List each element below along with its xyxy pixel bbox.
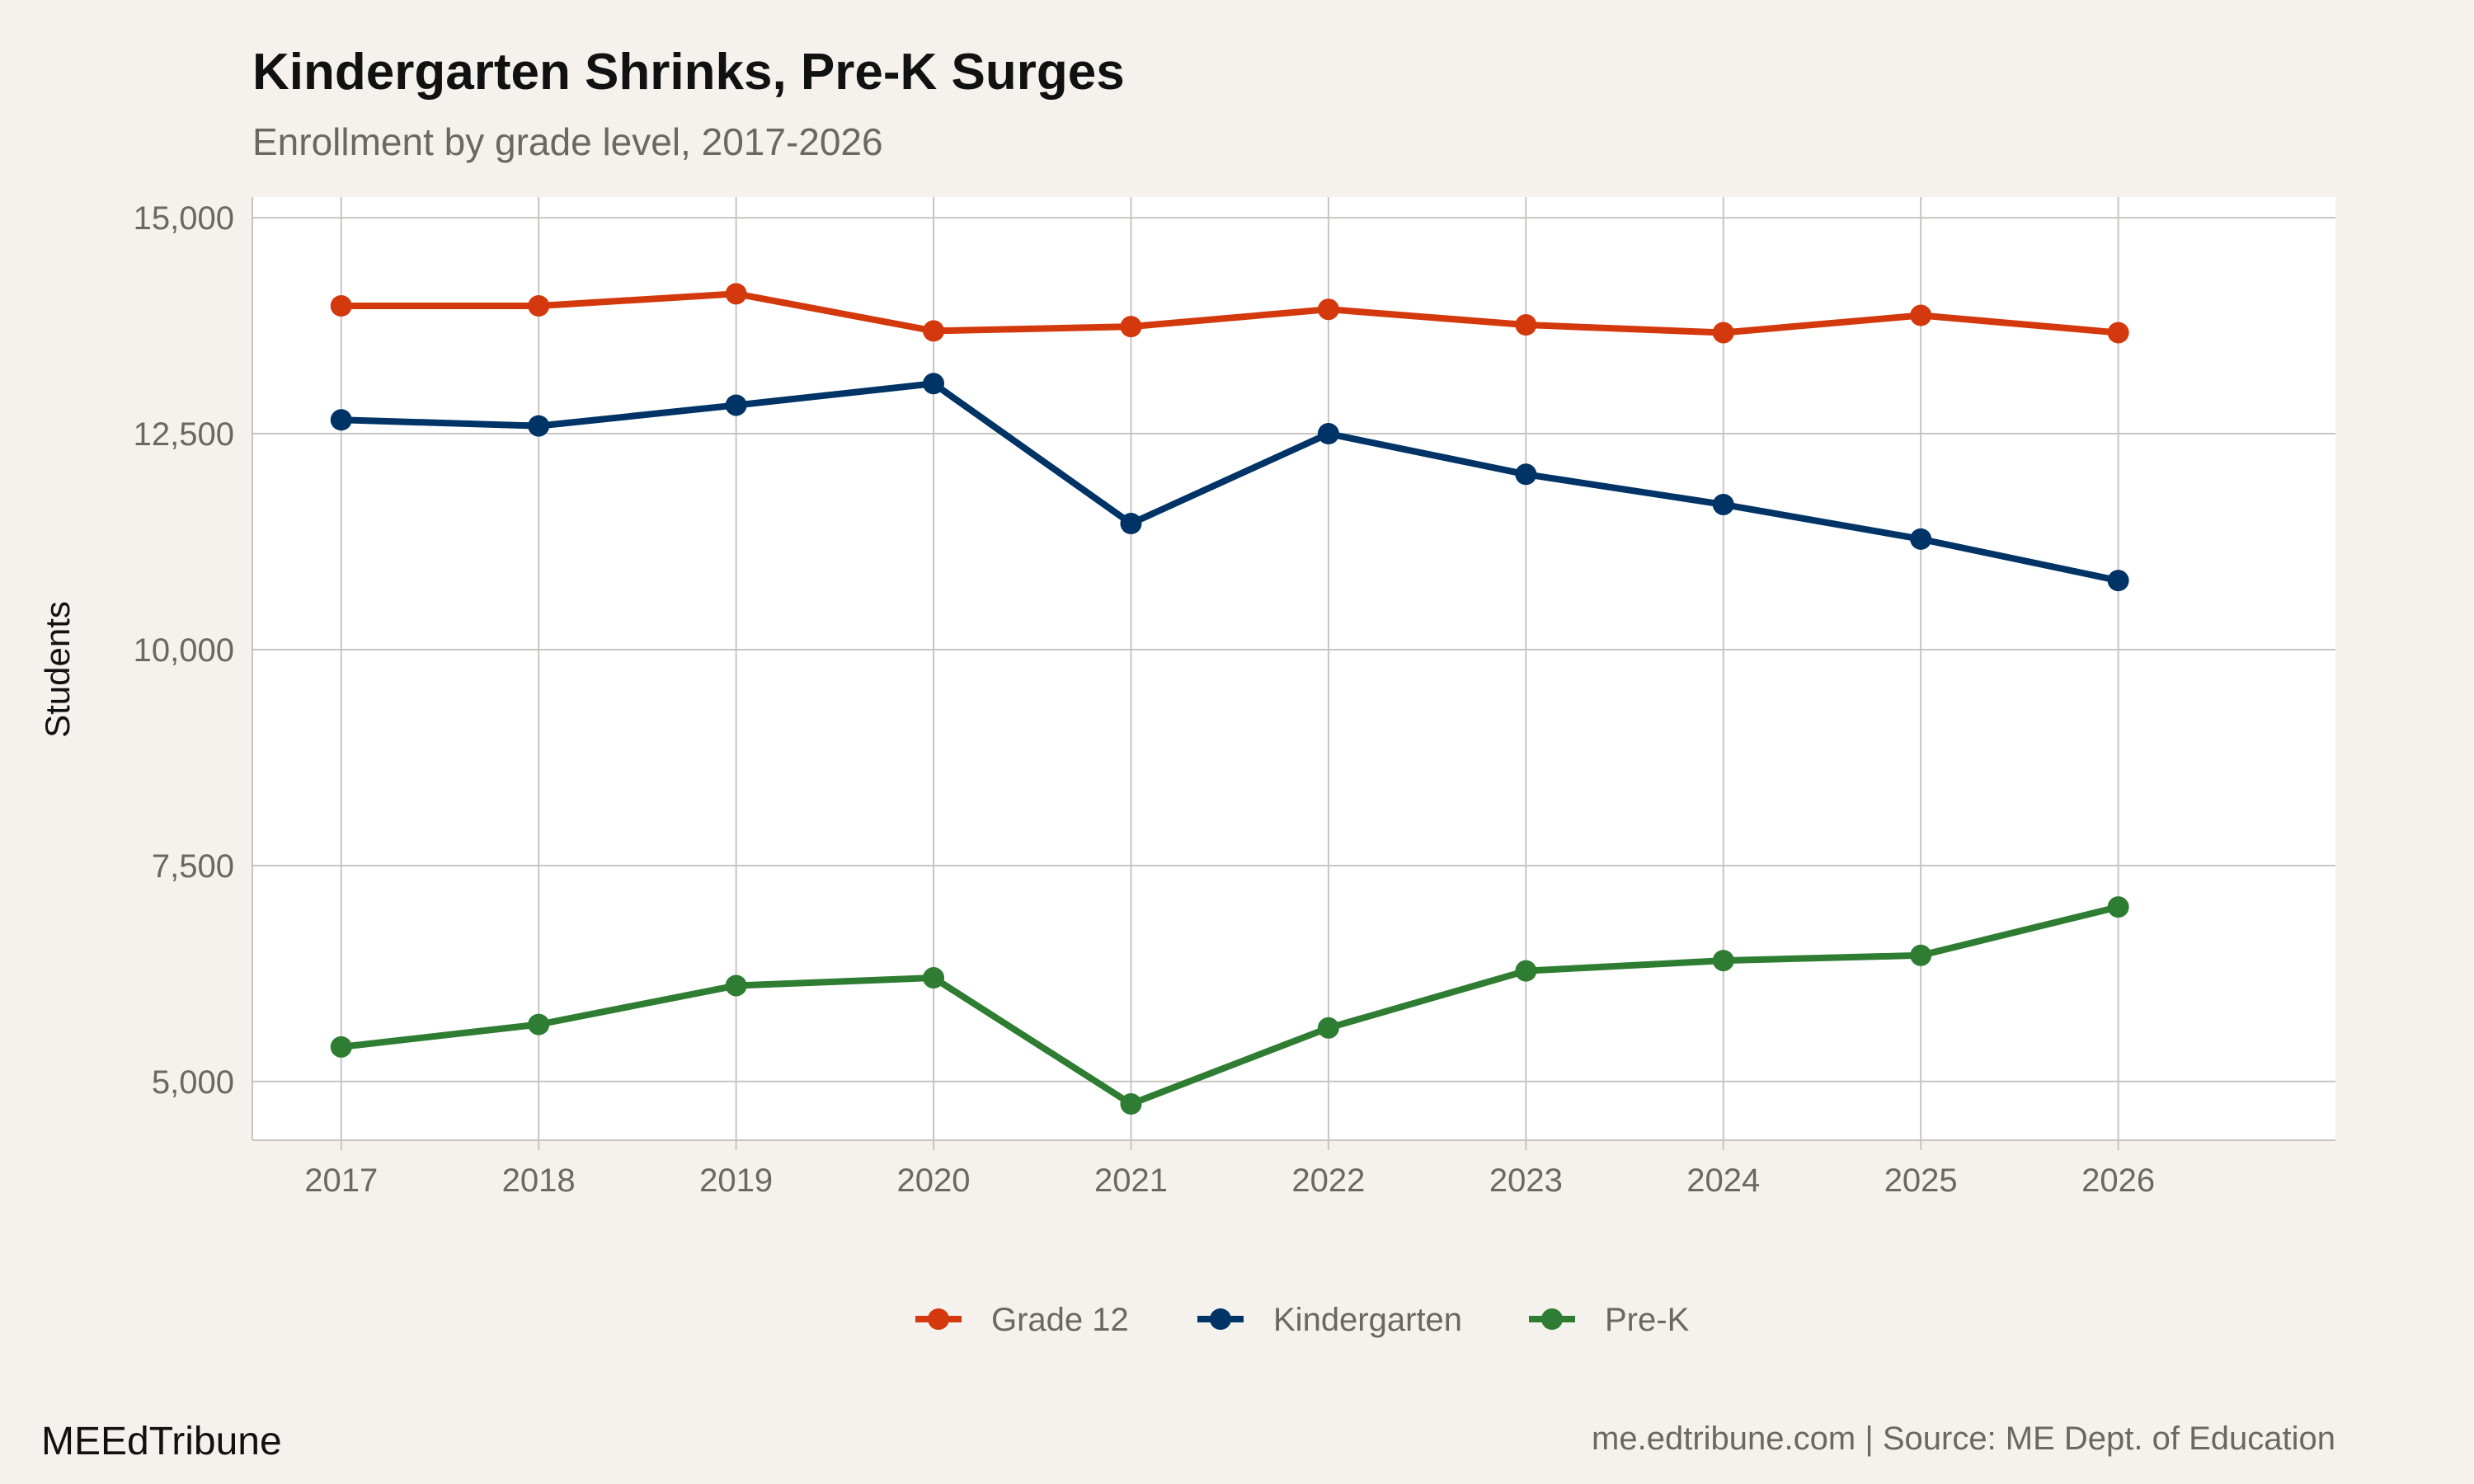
data-point — [2107, 322, 2129, 344]
y-tick-label: 5,000 — [152, 1064, 234, 1101]
series-line-kindergarten — [341, 380, 2119, 585]
data-point — [1515, 960, 1537, 982]
data-point — [330, 1036, 352, 1058]
y-tick-label: 15,000 — [134, 200, 234, 237]
data-point — [528, 1013, 550, 1036]
data-point — [1712, 322, 1734, 344]
gridlines — [252, 197, 2335, 1140]
legend-marker — [1541, 1308, 1563, 1330]
y-axis-label: Students — [38, 601, 77, 738]
legend-item: Pre-K — [1529, 1302, 1690, 1338]
x-tick-label: 2020 — [897, 1162, 971, 1199]
legend-marker — [1210, 1308, 1231, 1330]
x-tick-label: 2017 — [304, 1162, 378, 1199]
x-tick-label: 2026 — [2081, 1162, 2155, 1199]
chart-subtitle: Enrollment by grade level, 2017-2026 — [252, 120, 883, 163]
x-tick-label: 2024 — [1686, 1162, 1760, 1199]
data-point — [2107, 570, 2129, 592]
x-tick-label: 2018 — [502, 1162, 576, 1199]
legend-item: Grade 12 — [915, 1302, 1129, 1338]
data-point — [725, 394, 747, 416]
legend-marker — [928, 1308, 949, 1330]
data-point — [1712, 950, 1734, 972]
data-point — [923, 967, 945, 989]
data-point — [1120, 513, 1142, 534]
data-point — [923, 320, 945, 342]
data-point — [528, 295, 550, 317]
legend-label: Grade 12 — [991, 1302, 1129, 1338]
data-point — [330, 295, 352, 317]
data-point — [1910, 528, 1932, 550]
data-point — [330, 409, 352, 431]
x-tick-label: 2022 — [1291, 1162, 1365, 1199]
axes: 5,000 7,500 10,000 12,500 15,000 2017 2018 2019… — [134, 197, 2335, 1199]
data-point — [1120, 316, 1142, 338]
data-point — [923, 373, 945, 395]
data-point — [1910, 944, 1932, 966]
y-tick-label: 7,500 — [152, 848, 234, 885]
data-point — [1317, 298, 1339, 321]
data-point — [1515, 463, 1537, 486]
plot-panel — [252, 197, 2335, 1140]
y-tick-label: 10,000 — [134, 632, 234, 669]
x-tick-label: 2019 — [699, 1162, 773, 1199]
brand-label: MEEdTribune — [41, 1420, 282, 1463]
data-point — [1515, 314, 1537, 336]
series-line-pre-k — [341, 904, 2119, 1107]
x-tick-label: 2021 — [1094, 1162, 1168, 1199]
x-tick-label: 2025 — [1884, 1162, 1958, 1199]
y-tick-label: 12,500 — [134, 416, 234, 453]
x-tick-label: 2023 — [1489, 1162, 1563, 1199]
data-point — [1120, 1093, 1142, 1115]
legend-item: Kindergarten — [1197, 1302, 1462, 1338]
data-point — [725, 283, 747, 305]
series-lines — [330, 283, 2129, 1115]
data-point — [725, 974, 747, 997]
data-point — [2107, 896, 2129, 918]
legend: Grade 12 Kindergarten Pre-K — [915, 1302, 1690, 1338]
data-point — [528, 415, 550, 437]
source-note: me.edtribune.com | Source: ME Dept. of E… — [1592, 1421, 2335, 1457]
legend-label: Pre-K — [1605, 1302, 1690, 1338]
data-point — [1317, 1017, 1339, 1039]
data-point — [1317, 423, 1339, 445]
data-point — [1910, 304, 1932, 326]
data-point — [1712, 493, 1734, 515]
legend-label: Kindergarten — [1273, 1302, 1462, 1338]
chart-title: Kindergarten Shrinks, Pre-K Surges — [252, 44, 1125, 101]
series-line-grade-12 — [341, 290, 2119, 336]
